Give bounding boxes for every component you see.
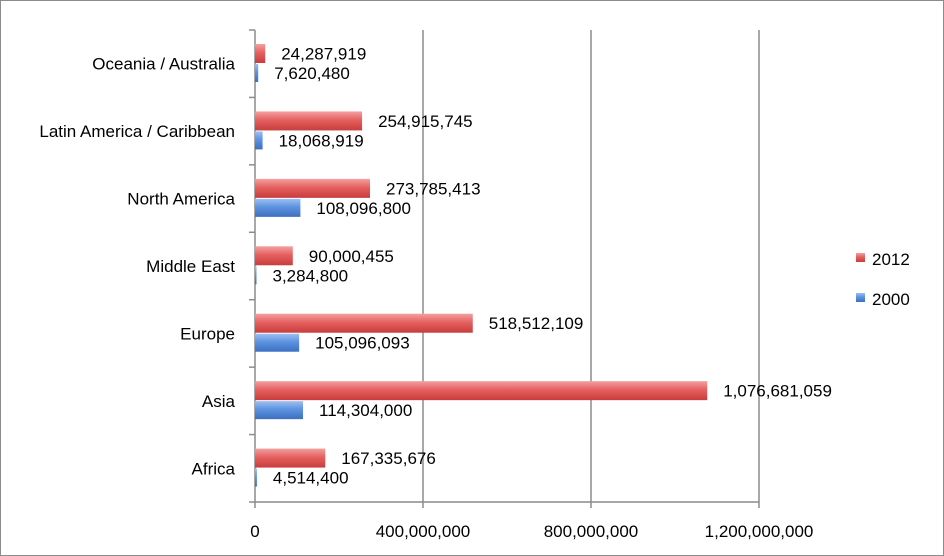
y-category-label: North America — [127, 190, 235, 209]
legend-label: 2012 — [872, 250, 910, 269]
x-tick-label: 800,000,000 — [544, 522, 639, 541]
data-label-2012: 254,915,745 — [378, 112, 473, 131]
y-category-label: Asia — [202, 392, 236, 411]
data-label-2000: 108,096,800 — [316, 199, 411, 218]
y-category-label: Africa — [192, 459, 236, 478]
x-tick-label: 1,200,000,000 — [705, 522, 814, 541]
bar-2012 — [255, 44, 266, 63]
legend-swatch-2012 — [856, 253, 865, 262]
bar-2000 — [255, 468, 257, 487]
bar-2012 — [255, 313, 473, 333]
bar-2012 — [255, 178, 370, 198]
bar-2000 — [255, 198, 301, 217]
y-category-label: Latin America / Caribbean — [39, 122, 235, 141]
data-label-2000: 7,620,480 — [274, 64, 350, 83]
data-label-2012: 1,076,681,059 — [723, 382, 832, 401]
data-label-2000: 105,096,093 — [315, 334, 410, 353]
x-tick-label: 400,000,000 — [376, 522, 471, 541]
legend-label: 2000 — [872, 290, 910, 309]
data-label-2000: 114,304,000 — [319, 401, 412, 420]
legend-swatch-2000 — [856, 293, 865, 302]
y-category-label: Oceania / Australia — [92, 55, 235, 74]
data-label-2012: 24,287,919 — [281, 45, 366, 64]
y-category-label: Middle East — [146, 257, 235, 276]
bar-2012 — [255, 381, 708, 401]
bar-2000 — [255, 401, 304, 420]
bar-2000 — [255, 64, 259, 82]
y-category-label: Europe — [180, 324, 235, 343]
bar-2012 — [255, 246, 293, 266]
data-label-2000: 4,514,400 — [273, 469, 349, 488]
data-label-2012: 518,512,109 — [489, 314, 584, 333]
data-label-2012: 167,335,676 — [341, 449, 436, 468]
data-label-2012: 90,000,455 — [309, 247, 394, 266]
data-label-2000: 18,068,919 — [279, 131, 364, 150]
data-label-2012: 273,785,413 — [386, 179, 481, 198]
bar-2012 — [255, 111, 363, 131]
bar-2000 — [255, 131, 263, 150]
data-label-2000: 3,284,800 — [273, 266, 349, 285]
bar-2012 — [255, 448, 326, 468]
bar-2000 — [255, 266, 257, 285]
x-tick-label: 0 — [250, 522, 259, 541]
bar-2000 — [255, 333, 300, 352]
